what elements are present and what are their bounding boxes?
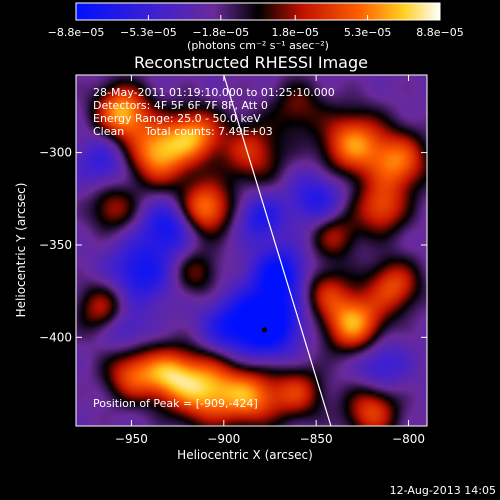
date-stamp: 12-Aug-2013 14:05 xyxy=(390,484,496,497)
colorbar-tick-label: −5.3e−05 xyxy=(120,26,177,39)
x-tick-label: −950 xyxy=(115,432,148,446)
plot-frame xyxy=(75,74,428,427)
info-energy-range: Energy Range: 25.0 - 50.0 keV xyxy=(93,112,261,125)
x-tick-label: −850 xyxy=(300,432,333,446)
y-tick-label: −300 xyxy=(39,146,72,160)
heatmap-image xyxy=(76,75,427,426)
info-detectors: Detectors: 4F 5F 6F 7F 8F, Att 0 xyxy=(93,99,268,112)
info-total-counts: Total counts: 7.49E+03 xyxy=(144,125,273,138)
colorbar-ticks: −8.8e−05 −5.3e−05 −1.8e−05 1.8e−05 5.3e−05 8.… xyxy=(48,15,464,39)
info-peak-position: Position of Peak = [-909,-424] xyxy=(93,397,258,410)
x-tick-label: −800 xyxy=(392,432,425,446)
colorbar-tick-label: 1.8e−05 xyxy=(271,26,318,39)
colorbar-tick-label: −1.8e−05 xyxy=(192,26,249,39)
info-algorithm: Clean xyxy=(93,125,124,138)
limb-line xyxy=(223,75,332,426)
info-time-range: 28-May-2011 01:19:10.000 to 01:25:10.000 xyxy=(93,86,335,99)
x-axis-label: Heliocentric X (arcsec) xyxy=(177,448,313,462)
x-tick-label: −900 xyxy=(207,432,240,446)
colorbar-tick-label: 8.8e−05 xyxy=(416,26,463,39)
colorbar-tick-label: 5.3e−05 xyxy=(344,26,391,39)
y-axis-label: Heliocentric Y (arcsec) xyxy=(14,183,28,318)
colorbar-tick-label: −8.8e−05 xyxy=(48,26,105,39)
peak-marker xyxy=(261,327,267,333)
y-tick-label: −350 xyxy=(39,238,72,252)
x-axis-ticks: −950 −900 −850 −800 xyxy=(115,75,425,446)
colorbar xyxy=(75,2,441,21)
y-tick-label: −400 xyxy=(39,330,72,344)
y-axis-ticks: −300 −350 −400 xyxy=(39,146,427,344)
colorbar-unit-label: (photons cm⁻² s⁻¹ asec⁻²) xyxy=(187,39,329,52)
chart-title: Reconstructed RHESSI Image xyxy=(134,53,368,72)
